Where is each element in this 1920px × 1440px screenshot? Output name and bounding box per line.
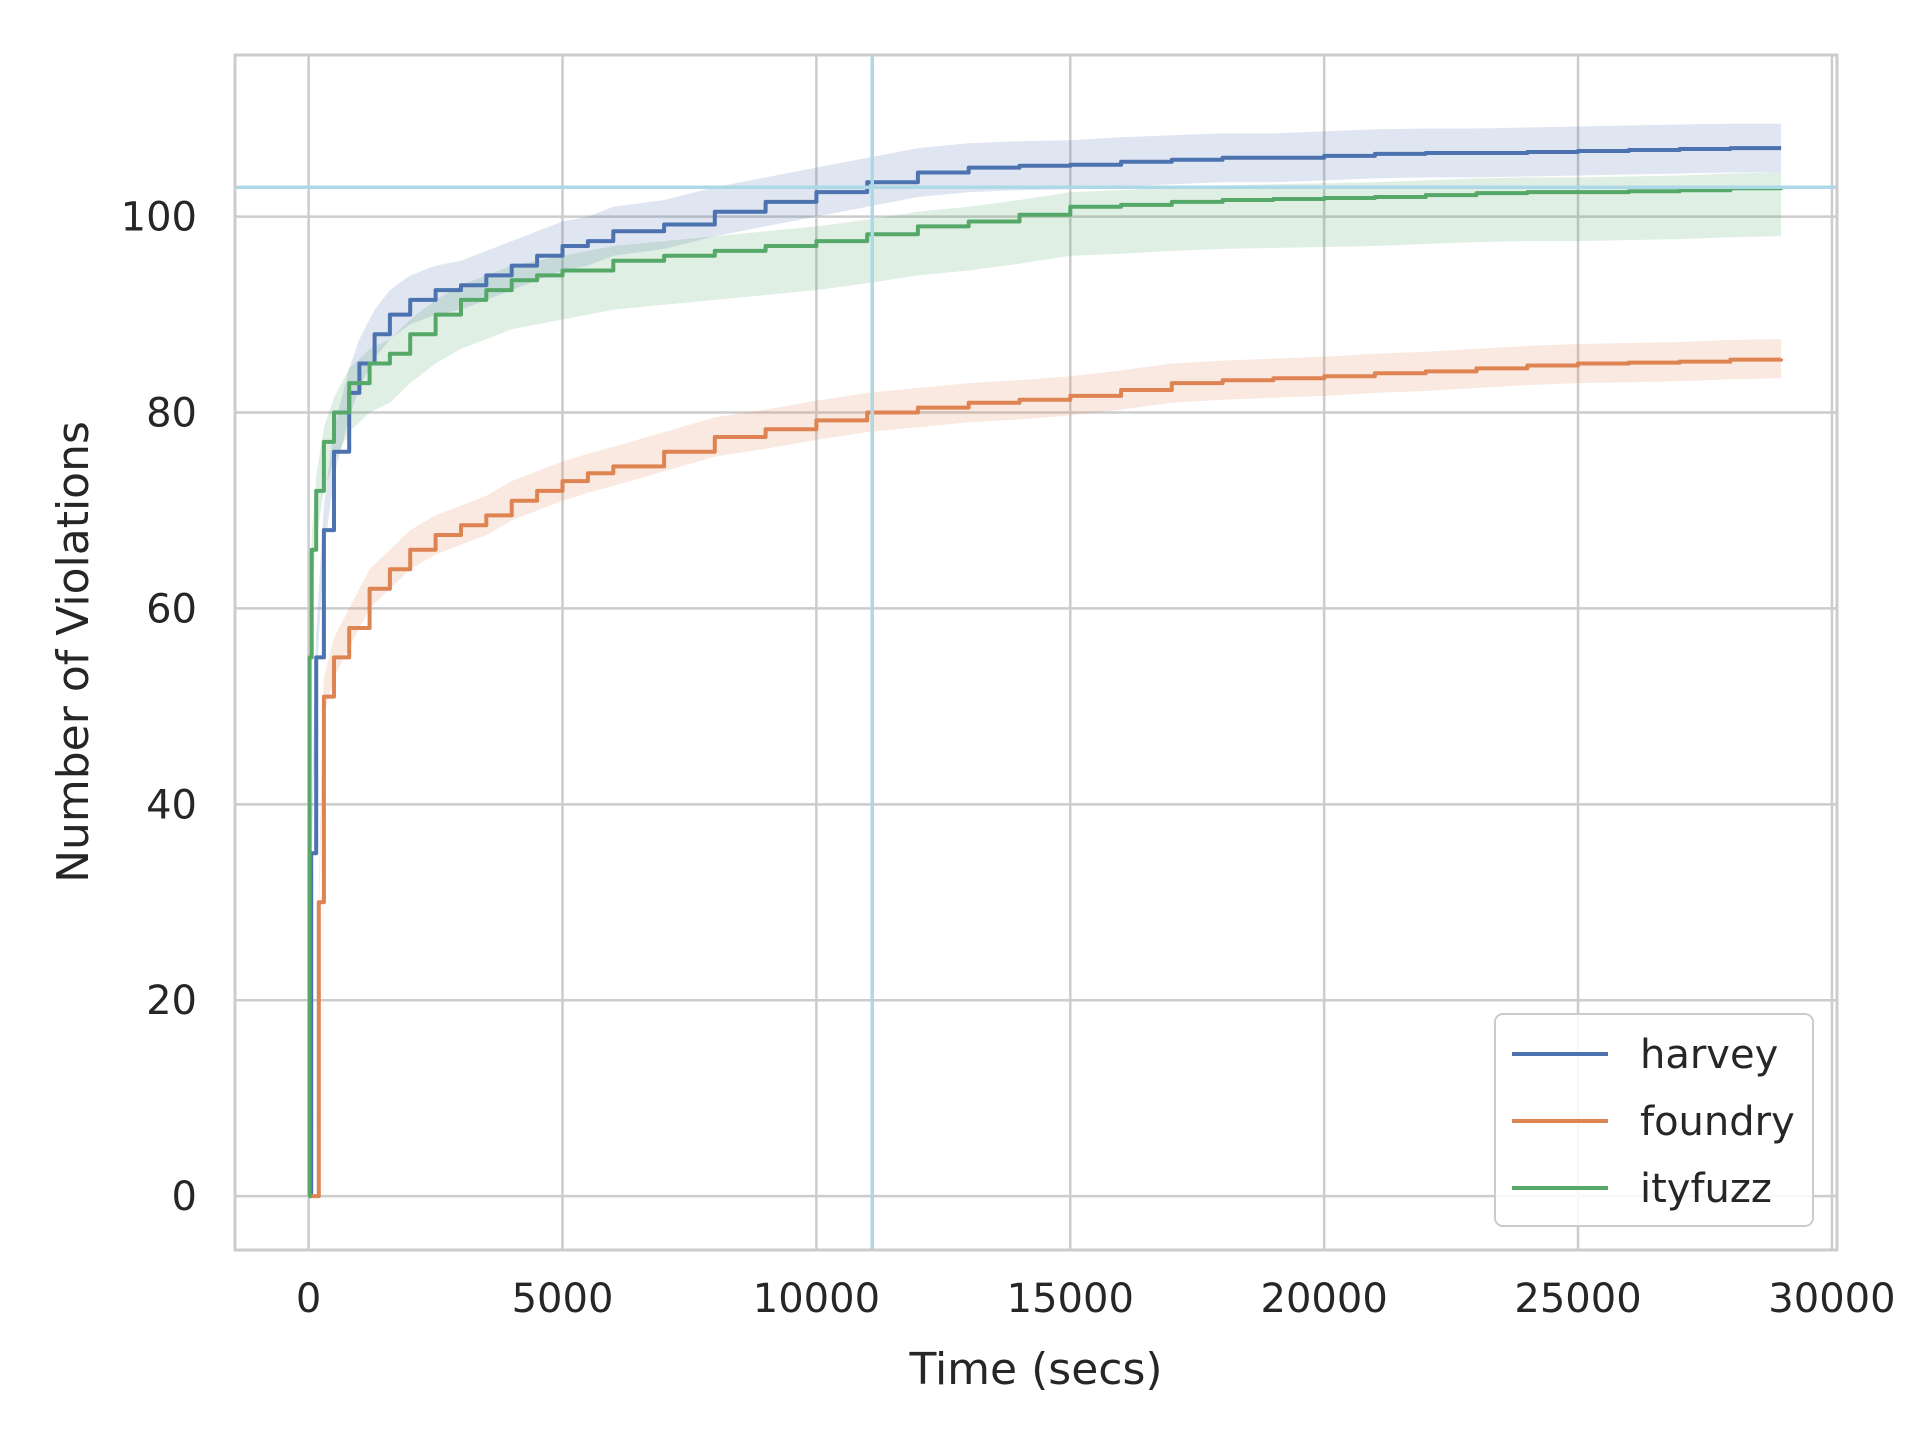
legend-label-harvey: harvey: [1640, 1032, 1778, 1078]
y-tick-labels: 0 20 40 60 80 100: [121, 195, 197, 1221]
y-tick-label-3: 60: [146, 586, 197, 632]
y-tick-label-1: 20: [146, 978, 197, 1024]
x-tick-label-1: 5000: [512, 1276, 614, 1322]
x-tick-label-0: 0: [296, 1276, 321, 1322]
legend-label-foundry: foundry: [1640, 1099, 1795, 1145]
x-tick-label-6: 30000: [1768, 1276, 1895, 1322]
y-tick-label-0: 0: [172, 1174, 197, 1220]
series-line-foundry: [308, 357, 1784, 1199]
x-axis-title: Time (secs): [908, 1344, 1162, 1395]
y-tick-label-2: 40: [146, 782, 197, 828]
reference-lines: [235, 55, 1837, 1250]
x-tick-label-3: 15000: [1007, 1276, 1134, 1322]
x-tick-label-2: 10000: [753, 1276, 880, 1322]
grid-lines: [235, 55, 1837, 1250]
y-axis-title: Number of Violations: [48, 421, 99, 883]
y-tick-label-5: 100: [121, 195, 197, 241]
legend: harvey foundry ityfuzz: [1494, 1013, 1814, 1227]
x-tick-label-5: 25000: [1514, 1276, 1641, 1322]
y-tick-label-4: 80: [146, 391, 197, 437]
x-tick-labels: 0 5000 10000 15000 20000 25000 30000: [296, 1276, 1896, 1322]
x-tick-label-4: 20000: [1261, 1276, 1388, 1322]
legend-label-ityfuzz: ityfuzz: [1640, 1166, 1772, 1212]
series-line-ityfuzz: [307, 186, 1784, 1199]
series-lines: [307, 146, 1784, 1199]
plot-frame: [233, 53, 1839, 1252]
legend-box: [1494, 1013, 1814, 1227]
